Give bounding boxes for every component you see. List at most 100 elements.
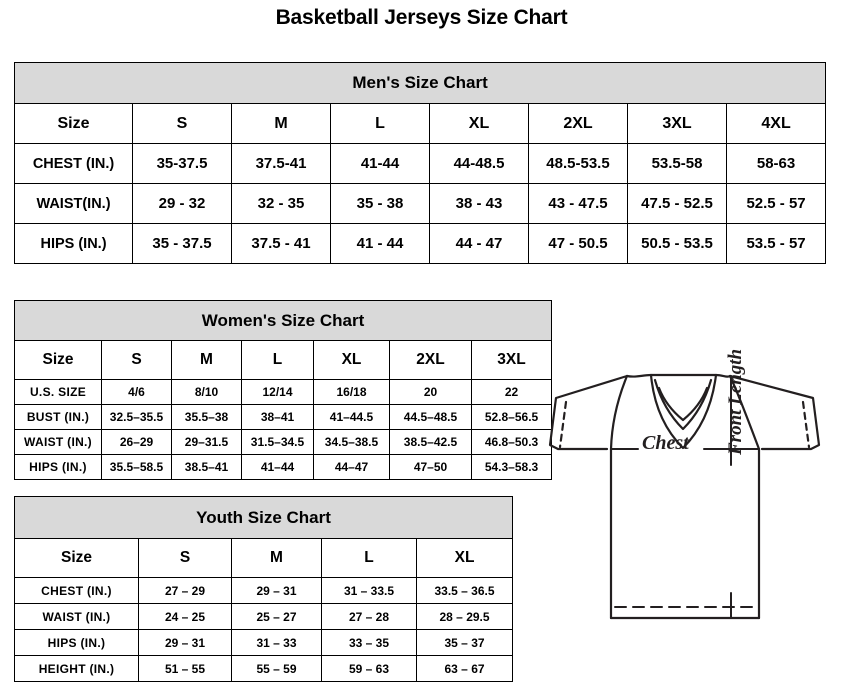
- right-cuff-dashed-line: [801, 400, 811, 449]
- jersey-measurement-diagram: [532, 345, 837, 670]
- womens-table-caption: Women's Size Chart: [13, 300, 553, 341]
- table-row: CHEST (IN.) 27 – 29 29 – 31 31 – 33.5 33…: [14, 577, 514, 604]
- womens-row-label-bust: BUST (IN.): [14, 404, 102, 430]
- table-header-row: Size S M L XL 2XL 3XL: [14, 340, 553, 380]
- table-row: WAIST (IN.) 24 – 25 25 – 27 27 – 28 28 –…: [14, 603, 514, 630]
- womens-col-s: S: [101, 340, 172, 380]
- mens-col-3xl: 3XL: [627, 103, 727, 144]
- table-row: HIPS (IN.) 35 - 37.5 37.5 - 41 41 - 44 4…: [14, 223, 827, 264]
- table-cell: 50.5 - 53.5: [627, 223, 727, 264]
- table-cell: 27 – 29: [138, 577, 232, 604]
- womens-col-size: Size: [14, 340, 102, 380]
- table-row: HEIGHT (IN.) 51 – 55 55 – 59 59 – 63 63 …: [14, 655, 514, 682]
- table-cell: 27 – 28: [321, 603, 417, 630]
- table-cell: 44.5–48.5: [389, 404, 472, 430]
- womens-row-label-hips: HIPS (IN.): [14, 454, 102, 480]
- table-cell: 8/10: [171, 379, 242, 405]
- table-cell: 38–41: [241, 404, 314, 430]
- table-cell: 35 – 37: [415, 629, 514, 656]
- youth-col-xl: XL: [415, 538, 514, 578]
- table-cell: 41-44: [330, 143, 430, 184]
- table-cell: 35 - 38: [330, 183, 430, 224]
- mens-row-label-hips: HIPS (IN.): [14, 223, 133, 264]
- mens-col-4xl: 4XL: [725, 103, 827, 144]
- mens-size-chart-table: Men's Size Chart Size S M L XL 2XL 3XL 4…: [13, 62, 827, 264]
- table-caption-row: Women's Size Chart: [13, 300, 553, 341]
- table-cell: 52.5 - 57: [725, 183, 827, 224]
- table-cell: 44-48.5: [429, 143, 529, 184]
- table-cell: 35 - 37.5: [132, 223, 232, 264]
- table-cell: 4/6: [101, 379, 172, 405]
- youth-table-caption: Youth Size Chart: [13, 496, 514, 539]
- right-armhole-curve: [728, 374, 761, 451]
- table-cell: 31.5–34.5: [241, 429, 314, 455]
- mens-table-caption: Men's Size Chart: [13, 62, 827, 104]
- mens-col-s: S: [132, 103, 232, 144]
- table-cell: 47.5 - 52.5: [627, 183, 727, 224]
- front-length-measurement-label: Front Length: [725, 348, 746, 455]
- table-cell: 38.5–42.5: [389, 429, 472, 455]
- table-row: BUST (IN.) 32.5–35.5 35.5–38 38–41 41–44…: [14, 404, 553, 430]
- youth-size-chart-table: Youth Size Chart Size S M L XL CHEST (IN…: [13, 496, 514, 682]
- table-cell: 41–44.5: [313, 404, 390, 430]
- table-cell: 26–29: [101, 429, 172, 455]
- youth-row-label-chest: CHEST (IN.): [14, 577, 139, 604]
- youth-col-m: M: [231, 538, 322, 578]
- table-cell: 59 – 63: [321, 655, 417, 682]
- youth-row-label-height: HEIGHT (IN.): [14, 655, 139, 682]
- table-cell: 33 – 35: [321, 629, 417, 656]
- youth-col-l: L: [321, 538, 417, 578]
- womens-row-label-waist: WAIST (IN.): [14, 429, 102, 455]
- youth-row-label-waist: WAIST (IN.): [14, 603, 139, 630]
- table-cell: 35.5–58.5: [101, 454, 172, 480]
- neckline-outer: [649, 373, 718, 450]
- mens-row-label-chest: CHEST (IN.): [14, 143, 133, 184]
- mens-col-l: L: [330, 103, 430, 144]
- neckline-rib-outer: [653, 378, 713, 431]
- chest-measurement-label: Chest: [642, 432, 689, 454]
- table-cell: 16/18: [313, 379, 390, 405]
- table-cell: 24 – 25: [138, 603, 232, 630]
- neckline-rib-inner: [657, 386, 709, 422]
- table-caption-row: Youth Size Chart: [13, 496, 514, 539]
- table-cell: 32 - 35: [231, 183, 331, 224]
- mens-col-2xl: 2XL: [528, 103, 628, 144]
- table-cell: 63 – 67: [415, 655, 514, 682]
- table-cell: 38 - 43: [429, 183, 529, 224]
- table-cell: 55 – 59: [231, 655, 322, 682]
- table-cell: 51 – 55: [138, 655, 232, 682]
- table-cell: 38.5–41: [171, 454, 242, 480]
- table-cell: 32.5–35.5: [101, 404, 172, 430]
- table-cell: 53.5 - 57: [725, 223, 827, 264]
- womens-col-xl: XL: [313, 340, 390, 380]
- table-cell: 29 – 31: [138, 629, 232, 656]
- table-cell: 12/14: [241, 379, 314, 405]
- table-cell: 53.5-58: [627, 143, 727, 184]
- left-cuff-dashed-line: [558, 400, 568, 449]
- womens-size-chart-table: Women's Size Chart Size S M L XL 2XL 3XL…: [13, 300, 553, 480]
- table-header-row: Size S M L XL: [14, 538, 514, 578]
- table-cell: 29 – 31: [231, 577, 322, 604]
- page-title: Basketball Jerseys Size Chart: [275, 6, 568, 29]
- jersey-illustration-svg: [548, 373, 821, 620]
- table-header-row: Size S M L XL 2XL 3XL 4XL: [14, 103, 827, 144]
- table-cell: 31 – 33: [231, 629, 322, 656]
- mens-col-xl: XL: [429, 103, 529, 144]
- table-cell: 41–44: [241, 454, 314, 480]
- table-cell: 41 - 44: [330, 223, 430, 264]
- left-armhole-curve: [609, 374, 629, 451]
- womens-col-l: L: [241, 340, 314, 380]
- table-cell: 29–31.5: [171, 429, 242, 455]
- youth-col-size: Size: [14, 538, 139, 578]
- table-row: WAIST(IN.) 29 - 32 32 - 35 35 - 38 38 - …: [14, 183, 827, 224]
- table-cell: 20: [389, 379, 472, 405]
- table-cell: 47–50: [389, 454, 472, 480]
- table-row: CHEST (IN.) 35-37.5 37.5-41 41-44 44-48.…: [14, 143, 827, 184]
- table-cell: 35.5–38: [171, 404, 242, 430]
- womens-col-2xl: 2XL: [389, 340, 472, 380]
- right-sleeve-outline: [728, 374, 821, 451]
- table-cell: 58-63: [725, 143, 827, 184]
- table-row: HIPS (IN.) 29 – 31 31 – 33 33 – 35 35 – …: [14, 629, 514, 656]
- womens-row-label-us-size: U.S. SIZE: [14, 379, 102, 405]
- table-row: WAIST (IN.) 26–29 29–31.5 31.5–34.5 34.5…: [14, 429, 553, 455]
